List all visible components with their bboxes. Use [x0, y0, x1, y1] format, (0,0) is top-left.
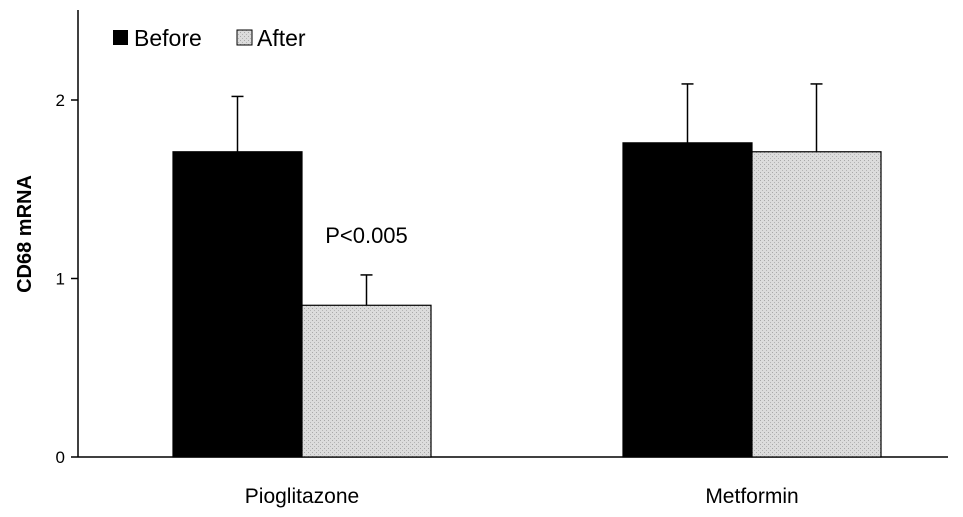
y-axis-label: CD68 mRNA — [14, 175, 36, 293]
y-tick-label: 2 — [56, 91, 65, 110]
legend-label-before: Before — [134, 25, 202, 51]
legend-label-after: After — [257, 25, 306, 51]
bar-before-pioglitazone — [172, 151, 303, 458]
y-tick-label: 1 — [56, 270, 65, 289]
bars-group — [172, 83, 882, 458]
x-category-label: Metformin — [705, 485, 798, 508]
bar-after-pioglitazone — [301, 304, 432, 458]
p-value-annotation: P<0.005 — [325, 223, 408, 248]
legend-swatch-before — [113, 30, 128, 45]
bar-before-metformin — [622, 142, 753, 458]
legend-swatch-after — [236, 29, 253, 46]
x-axis-labels: Pioglitazone Metformin — [245, 485, 799, 508]
y-axis-ticks: 0 1 2 — [56, 91, 78, 467]
x-category-label: Pioglitazone — [245, 485, 359, 508]
bar-after-metformin — [751, 151, 882, 458]
y-tick-label: 0 — [56, 448, 65, 467]
legend: Before After — [113, 25, 306, 51]
